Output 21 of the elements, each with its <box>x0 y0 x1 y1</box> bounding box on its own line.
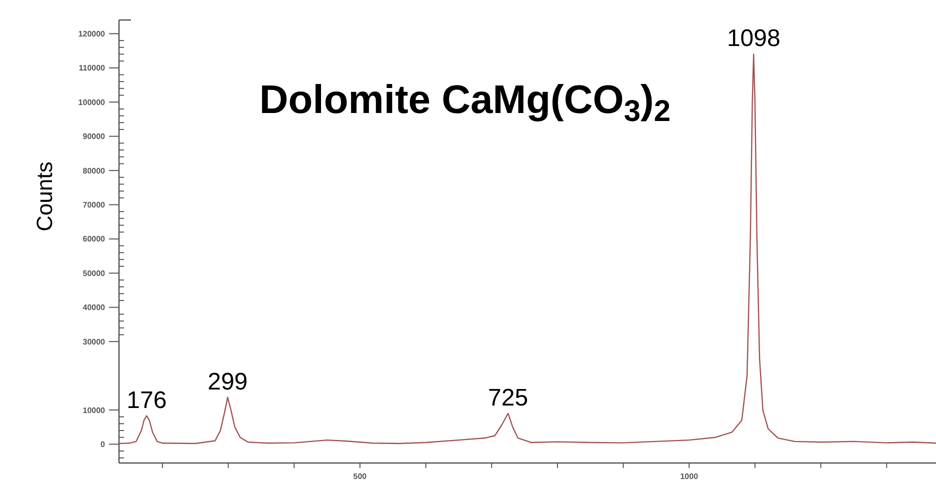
y-tick-label: 10000 <box>82 406 106 415</box>
y-tick-label: 90000 <box>82 132 106 142</box>
annotation: 1098 <box>726 25 780 52</box>
y-tick-label: 50000 <box>82 268 106 278</box>
y-tick-label: 110000 <box>78 64 106 73</box>
y-tick-label: 60000 <box>82 234 106 244</box>
y-axis-title: Counts <box>32 162 57 232</box>
x-tick-label: 500 <box>353 472 368 481</box>
y-tick-label: 120000 <box>78 29 106 38</box>
x-tick-label: 1000 <box>680 472 699 481</box>
y-tick-label: 100000 <box>78 98 106 107</box>
annotation: 725 <box>488 384 528 412</box>
y-tick-label: 0 <box>100 440 106 449</box>
annotation: 176 <box>126 386 167 414</box>
line-series <box>119 54 936 444</box>
y-tick-label: 40000 <box>82 303 106 312</box>
text: Dolomite CaMg(CO$_{3}$)$_{2}$ <box>259 78 671 128</box>
annotation: 299 <box>208 368 248 396</box>
y-tick-label: 70000 <box>82 200 106 210</box>
y-tick-label: 80000 <box>82 166 106 176</box>
y-tick-label: 30000 <box>82 337 106 346</box>
